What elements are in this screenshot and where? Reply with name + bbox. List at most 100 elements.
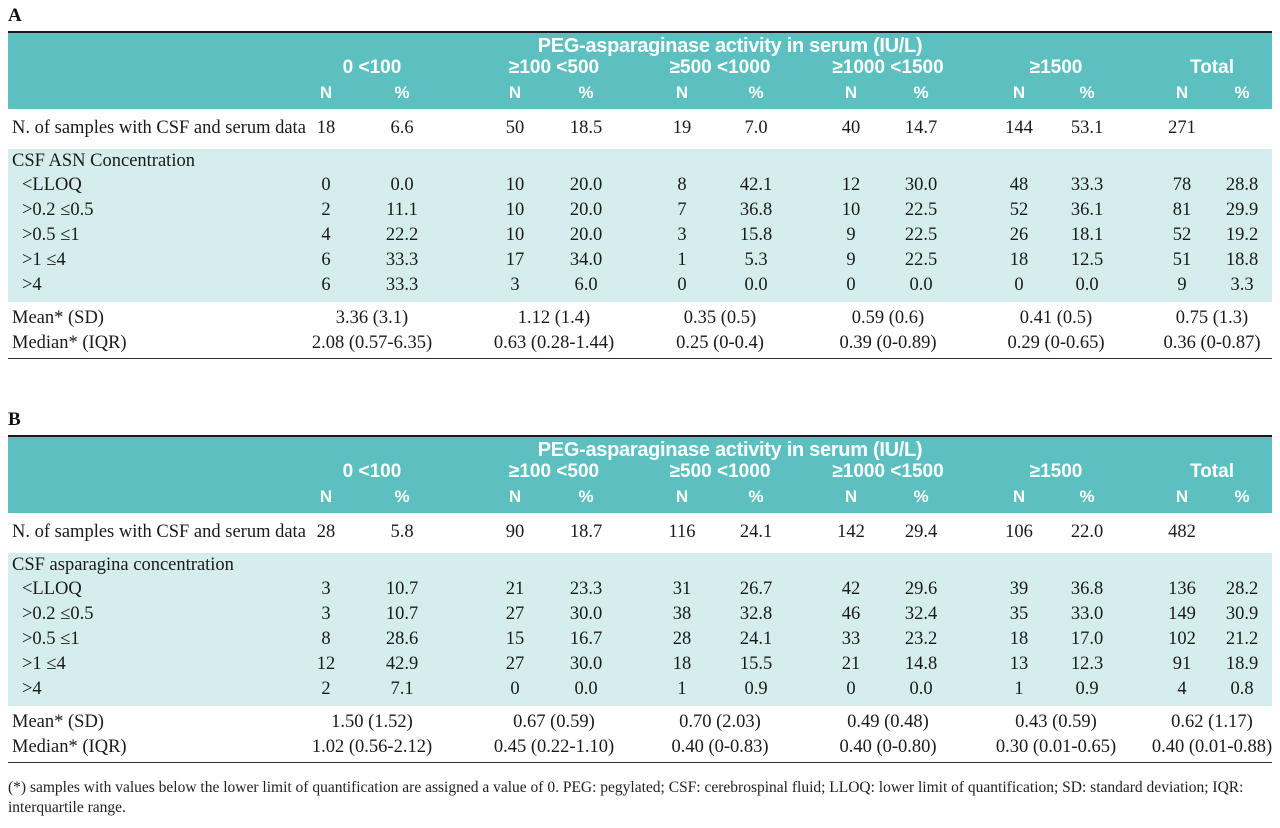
count-cell: 3 [677, 225, 687, 245]
row-label: >0.5 ≤1 [22, 629, 80, 649]
count-cell: 13 [1009, 654, 1029, 674]
pct-label: % [913, 83, 929, 102]
count-cell: 90 [505, 522, 525, 542]
n-label: N [508, 487, 522, 506]
count-cell: 6 [321, 250, 331, 270]
percent-cell: 15.8 [739, 225, 773, 245]
n-label: N [675, 487, 689, 506]
concentration-row: >4 2 7.1 0 0.0 1 0.9 0 0.0 1 0.9 4 0.8 [8, 677, 1272, 702]
samples-row: N. of samples with CSF and serum data 18 6… [8, 109, 1272, 149]
percent-cell: 0.8 [1230, 679, 1254, 699]
count-cell: 15 [505, 629, 525, 649]
stat-cell: 0.49 (0.48) [847, 712, 929, 732]
count-cell: 78 [1172, 175, 1192, 195]
percent-cell: 20.0 [569, 225, 603, 245]
count-cell: 6 [321, 275, 331, 295]
percent-cell: 33.0 [1070, 604, 1104, 624]
concentration-row: >0.5 ≤1 8 28.6 15 16.7 28 24.1 33 23.2 18 17.0 102 2… [8, 627, 1272, 652]
count-cell: 149 [1168, 604, 1196, 624]
n-label: N [319, 83, 333, 102]
stat-cell: 0.62 (1.17) [1171, 712, 1253, 732]
group-label: ≥500 <1000 [669, 461, 771, 482]
n-label: N [508, 83, 522, 102]
count-cell: 48 [1009, 175, 1029, 195]
percent-cell: 0.9 [1075, 679, 1099, 699]
count-cell: 482 [1168, 522, 1196, 542]
percent-cell: 18.8 [1225, 250, 1259, 270]
concentration-section: CSF asparagina concentration <LLOQ 3 10.7 21… [8, 553, 1272, 706]
count-cell: 26 [1009, 225, 1029, 245]
count-cell: 8 [677, 175, 687, 195]
percent-cell: 28.6 [385, 629, 419, 649]
panel-a-label: A [8, 5, 22, 26]
stat-cell: 0.30 (0.01-0.65) [995, 737, 1117, 757]
count-cell: 142 [837, 522, 865, 542]
stat-cell: 0.36 (0-0.87) [1163, 333, 1261, 353]
concentration-row: >0.2 ≤0.5 2 11.1 10 20.0 7 36.8 10 22.5 52 36.1 81 2… [8, 198, 1272, 223]
count-cell: 12 [841, 175, 861, 195]
stat-cell: 0.40 (0-0.83) [671, 737, 769, 757]
count-cell: 4 [1177, 679, 1187, 699]
percent-cell: 19.2 [1225, 225, 1259, 245]
percent-cell: 22.5 [904, 250, 938, 270]
concentration-row: <LLOQ 3 10.7 21 23.3 31 26.7 42 29.6 39 36.8 136 28.… [8, 577, 1272, 602]
footnote: (*) samples with values below the lower … [8, 779, 1244, 816]
percent-cell: 34.0 [569, 250, 603, 270]
group-label: ≥1000 <1500 [832, 461, 944, 482]
percent-cell: 33.3 [385, 275, 419, 295]
count-cell: 21 [505, 579, 525, 599]
percent-cell: 36.8 [1070, 579, 1104, 599]
percent-cell: 28.8 [1225, 175, 1259, 195]
count-cell: 52 [1172, 225, 1192, 245]
pct-label: % [1079, 83, 1095, 102]
percent-cell: 12.5 [1070, 250, 1104, 270]
percent-cell: 30.9 [1225, 604, 1259, 624]
row-label: >1 ≤4 [22, 654, 66, 674]
stat-cell: 0.75 (1.3) [1175, 308, 1249, 328]
percent-cell: 18.7 [569, 522, 603, 542]
count-cell: 28 [316, 522, 336, 542]
percent-cell: 5.8 [390, 522, 414, 542]
stat-cell: 0.40 (0-0.80) [839, 737, 937, 757]
count-cell: 1 [677, 679, 687, 699]
group-label: ≥100 <500 [508, 461, 600, 482]
count-cell: 8 [321, 629, 331, 649]
median-row: Median* (IQR) 2.08 (0.57-6.35) 0.63 (0.28-… [8, 331, 1272, 356]
n-label: N [844, 487, 858, 506]
group-label: 0 <100 [342, 57, 402, 78]
count-cell: 21 [841, 654, 861, 674]
n-label: N [1175, 83, 1189, 102]
row-label: >0.2 ≤0.5 [22, 200, 94, 220]
stat-cell: 0.63 (0.28-1.44) [493, 333, 615, 353]
pct-label: % [748, 83, 764, 102]
stat-cell: 0.70 (2.03) [679, 712, 761, 732]
percent-cell: 32.8 [739, 604, 773, 624]
panel-b-label: B [8, 409, 21, 430]
row-label: >4 [22, 275, 42, 295]
count-cell: 0 [846, 275, 856, 295]
count-cell: 9 [1177, 275, 1187, 295]
header-title: PEG-asparaginase activity in serum (IU/L… [537, 35, 923, 57]
percent-cell: 11.1 [386, 200, 418, 220]
count-cell: 91 [1172, 654, 1192, 674]
percent-cell: 18.1 [1070, 225, 1104, 245]
row-label: Mean* (SD) [12, 712, 104, 732]
median-row: Median* (IQR) 1.02 (0.56-2.12) 0.45 (0.22-… [8, 735, 1272, 760]
row-label: Mean* (SD) [12, 308, 104, 328]
count-cell: 39 [1009, 579, 1029, 599]
count-cell: 50 [505, 118, 525, 138]
stat-cell: 1.50 (1.52) [331, 712, 413, 732]
stat-cell: 0.59 (0.6) [851, 308, 925, 328]
percent-cell: 20.0 [569, 175, 603, 195]
count-cell: 40 [841, 118, 861, 138]
concentration-row: >0.5 ≤1 4 22.2 10 20.0 3 15.8 9 22.5 26 18.1 52 19.2 [8, 223, 1272, 248]
n-label: N [1012, 83, 1026, 102]
percent-cell: 0.0 [909, 275, 933, 295]
percent-cell: 16.7 [569, 629, 603, 649]
top-rule [8, 435, 1272, 437]
percent-cell: 5.3 [744, 250, 768, 270]
percent-cell: 6.6 [390, 118, 414, 138]
bottom-rule [8, 358, 1272, 359]
concentration-row: >0.2 ≤0.5 3 10.7 27 30.0 38 32.8 46 32.4 35 33.0 14… [8, 602, 1272, 627]
